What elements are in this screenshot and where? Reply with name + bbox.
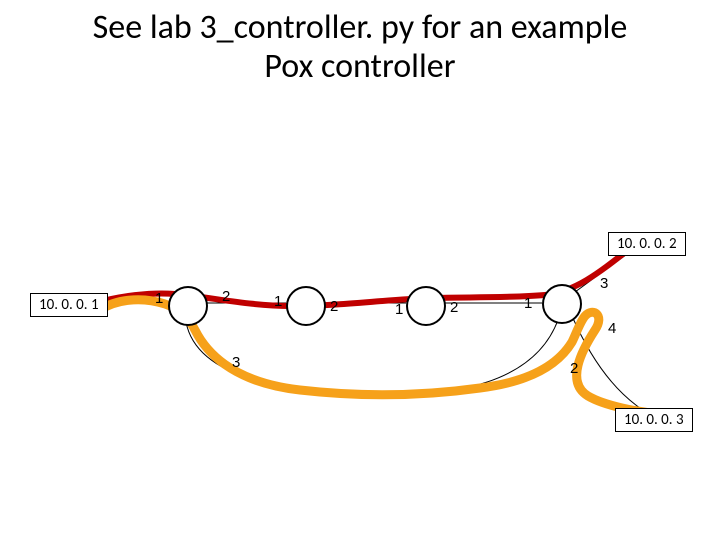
port-label-8: 4 <box>608 320 616 337</box>
switch-s1 <box>168 286 208 326</box>
port-label-3: 2 <box>330 298 338 315</box>
link-6 <box>186 320 558 395</box>
port-label-1: 2 <box>222 288 230 305</box>
port-label-0: 1 <box>155 290 163 307</box>
host-h2: 10. 0. 0. 2 <box>608 232 686 256</box>
port-label-6: 1 <box>524 295 532 312</box>
link-5 <box>572 316 640 408</box>
title-line-1: See lab 3_controller. py for an example <box>0 8 720 47</box>
port-label-4: 1 <box>395 301 403 318</box>
port-label-10: 2 <box>570 360 578 377</box>
port-label-7: 3 <box>600 275 608 292</box>
host-h1: 10. 0. 0. 1 <box>30 293 108 317</box>
port-label-2: 1 <box>274 293 282 310</box>
switch-s4 <box>542 284 582 324</box>
port-label-5: 2 <box>450 299 458 316</box>
switch-s2 <box>286 286 326 326</box>
port-label-9: 3 <box>232 354 240 371</box>
switch-s3 <box>406 286 446 326</box>
title-line-2: Pox controller <box>0 47 720 86</box>
host-h3: 10. 0. 0. 3 <box>615 408 693 432</box>
slide-title: See lab 3_controller. py for an example … <box>0 8 720 86</box>
